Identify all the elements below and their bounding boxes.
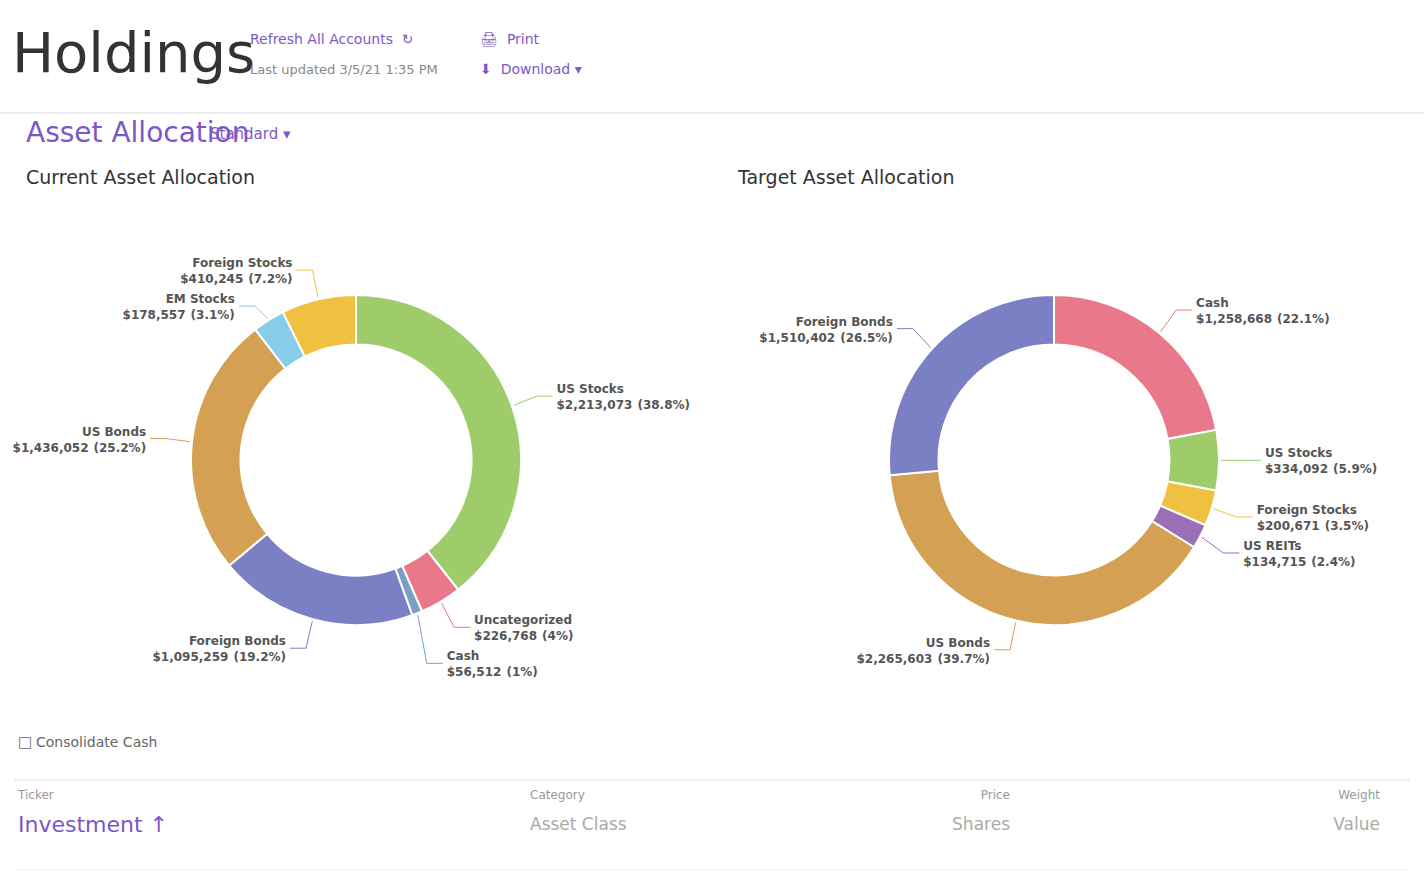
chart-title: Current Asset Allocation <box>26 166 255 188</box>
slice-amount: $134,715 <box>1243 555 1306 569</box>
column-header: Ticker <box>17 788 54 802</box>
leader-line <box>297 270 318 297</box>
slice-label: Foreign Stocks <box>192 256 292 270</box>
leader-line <box>994 623 1016 650</box>
slice-amount: $178,557 <box>123 308 186 322</box>
leader-line <box>1161 310 1192 332</box>
slice-percent: (26.5%) <box>840 331 893 345</box>
column-header[interactable]: Shares <box>952 814 1010 834</box>
download-link[interactable]: ⬇ Download ▾ <box>480 61 582 77</box>
slice-percent: (5.9%) <box>1333 462 1377 476</box>
last-updated: Last updated 3/5/21 1:35 PM <box>250 62 438 77</box>
slice-percent: (3.5%) <box>1325 519 1369 533</box>
leader-line <box>418 615 443 663</box>
donut-slice <box>889 295 1054 475</box>
slice-label: Cash <box>447 649 480 663</box>
donut-chart: Current Asset Allocation US Stocks $2,213,… <box>13 166 690 679</box>
donut-chart: Target Asset Allocation Cash $1,258,668 (22… <box>737 166 1377 666</box>
chart-title: Target Asset Allocation <box>737 166 954 188</box>
slice-percent: (38.8%) <box>637 398 690 412</box>
slice-amount: $226,768 <box>474 629 537 643</box>
leader-line <box>442 603 470 627</box>
donut-slice <box>356 295 521 590</box>
slice-value-label: $2,265,603 (39.7%) <box>857 652 991 666</box>
slice-percent: (22.1%) <box>1277 312 1330 326</box>
slice-amount: $1,095,259 <box>152 650 228 664</box>
donut-slice <box>1054 295 1216 439</box>
donut-slice <box>191 329 285 565</box>
column-header: Category <box>530 788 585 802</box>
slice-percent: (39.7%) <box>937 652 990 666</box>
leader-line <box>514 396 553 405</box>
slice-value-label: $1,510,402 (26.5%) <box>759 331 893 345</box>
separator <box>0 113 1424 114</box>
slice-amount: $2,213,073 <box>556 398 632 412</box>
column-header[interactable]: Value <box>1333 814 1380 834</box>
separator <box>14 870 1410 871</box>
slice-percent: (19.2%) <box>233 650 286 664</box>
slice-label: US Stocks <box>1265 446 1332 460</box>
separator <box>14 780 1410 781</box>
page-title: Holdings <box>12 20 255 85</box>
slice-amount: $200,671 <box>1257 519 1320 533</box>
slice-percent: (4%) <box>542 629 573 643</box>
slice-percent: (3.1%) <box>191 308 235 322</box>
slice-percent: (1%) <box>506 665 537 679</box>
slice-amount: $410,245 <box>180 272 243 286</box>
leader-line <box>290 621 312 648</box>
slice-percent: (7.2%) <box>248 272 292 286</box>
slice-value-label: $410,245 (7.2%) <box>180 272 292 286</box>
slice-value-label: $334,092 (5.9%) <box>1265 462 1377 476</box>
donut-slice <box>283 295 356 356</box>
slice-amount: $2,265,603 <box>857 652 933 666</box>
slice-value-label: $178,557 (3.1%) <box>123 308 235 322</box>
slice-value-label: $200,671 (3.5%) <box>1257 519 1369 533</box>
column-header: Price <box>981 788 1010 802</box>
slice-value-label: $1,436,052 (25.2%) <box>13 441 147 455</box>
slice-amount: $334,092 <box>1265 462 1328 476</box>
donut-slice <box>1167 430 1219 491</box>
slice-label: EM Stocks <box>166 292 235 306</box>
donut-slice <box>229 534 412 625</box>
checkbox-label: Consolidate Cash <box>36 734 157 750</box>
refresh-link[interactable]: Refresh All Accounts ↻ <box>250 31 414 47</box>
leader-line <box>1214 509 1253 517</box>
column-header[interactable]: Asset Class <box>530 814 627 834</box>
leader-line <box>897 329 931 348</box>
background <box>0 0 1424 890</box>
slice-label: Foreign Bonds <box>189 634 286 648</box>
slice-value-label: $1,258,668 (22.1%) <box>1196 312 1330 326</box>
column-header[interactable]: Investment ↑ <box>18 812 168 837</box>
slice-value-label: $1,095,259 (19.2%) <box>152 650 286 664</box>
slice-label: Foreign Bonds <box>796 315 893 329</box>
print-link[interactable]: 🖨 Print <box>480 31 540 47</box>
slice-label: Uncategorized <box>474 613 572 627</box>
slice-amount: $1,510,402 <box>759 331 835 345</box>
slice-label: Foreign Stocks <box>1257 503 1357 517</box>
checkbox[interactable]: □ <box>18 733 32 751</box>
slice-label: Cash <box>1196 296 1229 310</box>
slice-amount: $1,258,668 <box>1196 312 1272 326</box>
page: HoldingsRefresh All Accounts ↻ Last updat… <box>0 0 1424 890</box>
leader-line <box>150 439 190 442</box>
slice-label: US Bonds <box>82 425 146 439</box>
slice-percent: (25.2%) <box>94 441 147 455</box>
slice-label: US REITs <box>1243 539 1301 553</box>
donut-slice <box>890 471 1194 625</box>
slice-value-label: $2,213,073 (38.8%) <box>556 398 690 412</box>
slice-label: US Bonds <box>926 636 990 650</box>
slice-percent: (2.4%) <box>1311 555 1355 569</box>
slice-amount: $56,512 <box>447 665 502 679</box>
leader-line <box>1202 537 1239 553</box>
slice-label: US Stocks <box>556 382 623 396</box>
slice-amount: $1,436,052 <box>13 441 89 455</box>
leader-line <box>239 306 268 318</box>
view-selector[interactable]: Standard ▾ <box>210 125 291 143</box>
leader-line <box>1221 460 1261 461</box>
slice-value-label: $134,715 (2.4%) <box>1243 555 1355 569</box>
slice-value-label: $226,768 (4%) <box>474 629 573 643</box>
column-header: Weight <box>1338 788 1380 802</box>
slice-value-label: $56,512 (1%) <box>447 665 538 679</box>
